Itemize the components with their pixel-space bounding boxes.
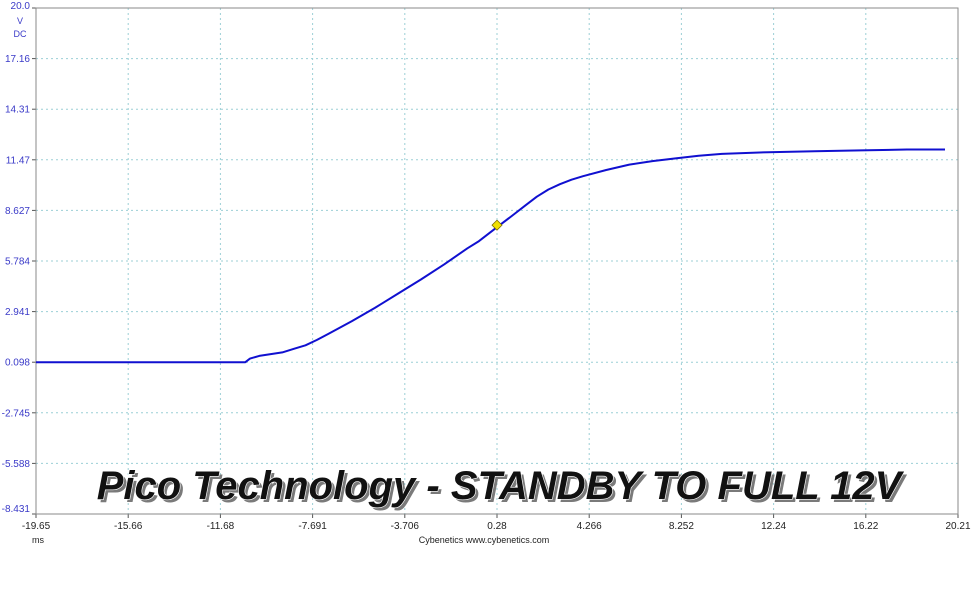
watermark-group: Pico Technology - STANDBY TO FULL 12V Pi… <box>96 463 908 511</box>
y-tick-label: 14.31 <box>5 105 30 116</box>
y-tick-label: 5.784 <box>5 257 30 268</box>
marker-group <box>491 219 503 231</box>
x-tick-label: -11.68 <box>207 521 235 532</box>
series-line <box>36 148 945 364</box>
y-tick-label: 2.941 <box>5 307 30 318</box>
x-axis-unit: ms <box>32 535 44 545</box>
x-tick-label: -15.66 <box>114 521 143 532</box>
y-tick-label: -2.745 <box>2 408 31 419</box>
x-tick-label: 20.21 <box>945 521 970 532</box>
y-tick-label: 11.47 <box>6 155 31 166</box>
y-axis-coupling: DC <box>14 29 27 39</box>
y-tick-label: 20.0 <box>11 1 31 12</box>
y-tick-label: 8.627 <box>5 206 30 217</box>
y-axis-unit: V <box>17 16 23 26</box>
chart-axes <box>32 7 959 518</box>
x-tick-label: 12.24 <box>761 521 786 532</box>
x-tick-label: 16.22 <box>853 521 878 532</box>
y-axis-ticks: 20.0 17.16 14.31 11.47 8.627 5.784 2.941 0.098 -… <box>2 1 31 515</box>
y-tick-label: -8.431 <box>2 504 31 515</box>
watermark-shadow: Pico Technology - STANDBY TO FULL 12V <box>100 467 908 511</box>
chart-grid <box>36 8 958 514</box>
watermark-text: Pico Technology - STANDBY TO FULL 12V <box>97 464 905 508</box>
x-tick-label: -19.65 <box>22 521 51 532</box>
y-tick-label: 0.098 <box>5 358 30 369</box>
x-tick-label: 8.252 <box>669 521 694 532</box>
y-tick-label: -5.588 <box>2 459 31 470</box>
x-tick-label: 0.28 <box>487 521 507 532</box>
y-tick-label: 17.16 <box>5 54 30 65</box>
x-tick-label: -3.706 <box>391 521 420 532</box>
trigger-marker <box>491 219 503 231</box>
footer-credit: Cybenetics www.cybenetics.com <box>419 535 550 545</box>
x-tick-label: -7.691 <box>298 521 327 532</box>
x-tick-label: 4.266 <box>577 521 602 532</box>
series-group <box>36 148 945 364</box>
x-axis-ticks: -19.65 -15.66 -11.68 -7.691 -3.706 0.28 4.266 8… <box>22 521 971 532</box>
plot-frame <box>35 7 959 515</box>
